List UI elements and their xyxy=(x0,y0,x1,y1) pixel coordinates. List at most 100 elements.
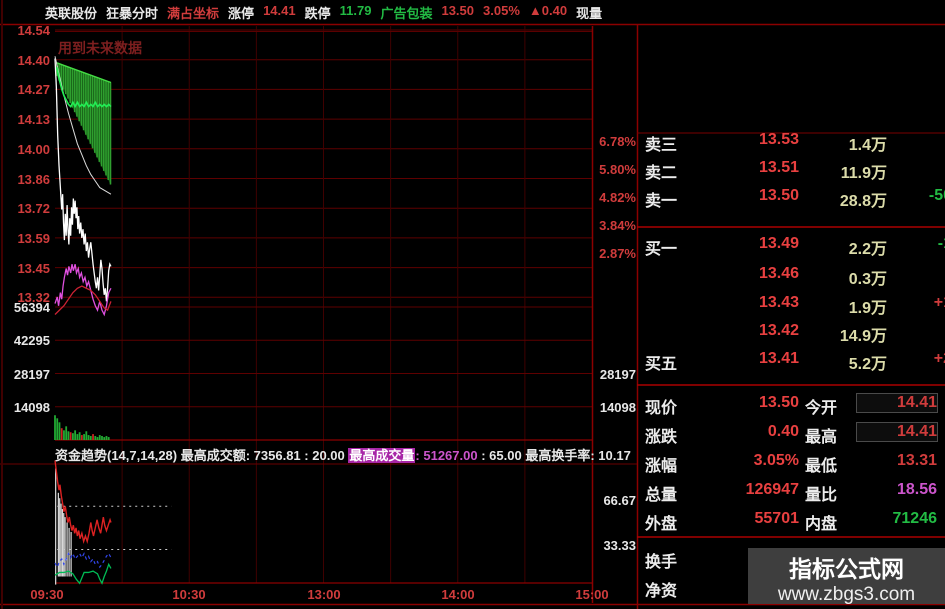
indicator-header-segment: 最高换手率: xyxy=(525,448,599,463)
title-bar: 英联股份 狂暴分时 满占坐标 涨停 14.41 跌停 11.79 广告包装 13.50 3.05%… xyxy=(45,3,602,23)
indicator-header-segment: : xyxy=(300,448,313,463)
order-book-level-label: 买一 xyxy=(645,241,678,258)
order-book-row[interactable]: 13.46 0.3万 xyxy=(637,265,945,288)
percent-axis-tick: 2.87% xyxy=(599,246,636,261)
price-axis-tick: 13.86 xyxy=(17,171,50,187)
order-book-level-label: 买五 xyxy=(645,356,678,373)
titlebar-item: 13.50 xyxy=(441,3,475,18)
info-label-1: 涨幅 xyxy=(645,458,678,475)
order-book-row[interactable]: 13.43 1.9万 +1 xyxy=(637,294,945,317)
titlebar-item: 满占坐标 xyxy=(167,6,220,21)
indicator-axis-tick: 66.67 xyxy=(603,492,636,508)
info-extra-label: 换手 xyxy=(645,554,678,571)
titlebar-item: 跌停 xyxy=(304,6,331,21)
info-label-2: 最低 xyxy=(805,458,838,475)
info-value-2: 13.31 xyxy=(896,452,937,469)
price-axis-tick: 14.54 xyxy=(17,23,50,38)
info-label-1: 涨跌 xyxy=(645,429,678,446)
order-book-delta: +1 xyxy=(933,294,945,311)
titlebar-item: 11.79 xyxy=(339,3,372,18)
info-extra-label: 净资 xyxy=(645,583,678,600)
order-book-volume: 28.8万 xyxy=(839,193,887,210)
order-book-row[interactable]: 卖一 13.50 28.8万 -50 xyxy=(637,187,945,210)
watermark: 指标公式网 www.zbgs3.com xyxy=(748,548,945,605)
order-book-row[interactable]: 13.42 14.9万 xyxy=(637,322,945,345)
info-label-1: 外盘 xyxy=(645,516,678,533)
titlebar-item: 3.05% xyxy=(483,3,520,18)
titlebar-item: 涨停 xyxy=(228,6,255,21)
info-value-2: 71246 xyxy=(892,510,938,527)
order-book-level-label: 卖一 xyxy=(645,193,678,210)
info-value-1: 0.40 xyxy=(767,423,799,440)
indicator-header-segment: 51267.00 xyxy=(423,448,478,463)
time-axis-tick: 10:30 xyxy=(172,587,206,602)
order-book-volume: 0.3万 xyxy=(848,271,887,288)
order-book-price: 13.49 xyxy=(758,235,799,252)
percent-axis-tick: 6.78% xyxy=(599,134,636,149)
price-axis-tick: 13.32 xyxy=(17,290,50,306)
future-data-warning: 用到未来数据 xyxy=(58,40,142,56)
titlebar-item: 广告包装 xyxy=(380,6,433,21)
order-book-delta: -1 xyxy=(937,235,945,252)
info-value-1: 55701 xyxy=(754,510,800,527)
order-book-price: 13.53 xyxy=(758,131,799,148)
indicator-header-segment: 65.00 xyxy=(489,448,526,463)
order-book-row[interactable]: 买五 13.41 5.2万 +2 xyxy=(637,350,945,373)
order-book-level-label: 卖三 xyxy=(645,137,678,154)
order-book-volume: 11.9万 xyxy=(840,165,887,182)
percent-axis-tick: 3.84% xyxy=(599,218,636,233)
info-panel-row: 涨幅 3.05% 最低 13.31 xyxy=(637,452,945,475)
order-book-volume: 5.2万 xyxy=(848,356,887,373)
order-book-delta: -50 xyxy=(928,187,945,204)
volume-axis-tick: 28197 xyxy=(13,366,50,382)
time-axis-tick: 15:00 xyxy=(575,587,609,602)
info-value-2: 14.41 xyxy=(856,393,938,413)
right-volume-axis-tick: 28197 xyxy=(599,366,636,382)
order-book-delta: +2 xyxy=(933,350,945,367)
indicator-header: 资金趋势(14,7,14,28) 最高成交额: 7356.81 : 20.00 … xyxy=(55,445,635,463)
info-value-1: 126947 xyxy=(745,481,799,498)
volume-axis-tick: 56394 xyxy=(13,300,50,315)
info-label-1: 总量 xyxy=(645,487,678,504)
info-value-2: 18.56 xyxy=(896,481,937,498)
order-book-row[interactable]: 买一 13.49 2.2万 -1 xyxy=(637,235,945,258)
indicator-header-segment: : xyxy=(477,448,490,463)
indicator-header-segment: 资金趋势(14,7,14,28) xyxy=(55,448,181,463)
percent-axis-tick: 4.82% xyxy=(599,190,636,205)
order-book-volume: 2.2万 xyxy=(848,241,887,258)
price-axis-tick: 13.45 xyxy=(17,260,50,276)
info-label-2: 内盘 xyxy=(805,516,838,533)
percent-axis-tick: 5.80% xyxy=(599,162,636,177)
order-book-volume: 14.9万 xyxy=(839,328,887,345)
info-value-1: 13.50 xyxy=(758,394,799,411)
price-axis-tick: 14.13 xyxy=(17,112,50,128)
indicator-header-segment: 最高成交额: xyxy=(180,448,254,463)
watermark-title: 指标公式网 xyxy=(789,556,904,582)
time-axis-tick: 13:00 xyxy=(307,587,341,602)
indicator-header-segment: 10.17 xyxy=(598,448,631,463)
order-book-price: 13.46 xyxy=(758,265,799,282)
info-label-1: 现价 xyxy=(645,400,678,417)
price-axis-tick: 14.27 xyxy=(17,82,50,98)
order-book-price: 13.43 xyxy=(758,294,799,311)
price-axis-tick: 13.59 xyxy=(17,230,50,246)
time-axis-tick: 09:30 xyxy=(30,587,64,602)
info-value-1: 3.05% xyxy=(753,452,799,469)
order-book-row[interactable]: 卖二 13.51 11.9万 xyxy=(637,159,945,182)
info-panel-row: 涨跌 0.40 最高 14.41 xyxy=(637,422,945,446)
indicator-axis-tick: 33.33 xyxy=(603,538,636,553)
price-axis-tick: 14.00 xyxy=(17,141,50,157)
order-book-level-label: 卖二 xyxy=(645,165,678,182)
order-book-row[interactable]: 卖三 13.53 1.4万 xyxy=(637,131,945,154)
indicator-header-segment: : xyxy=(415,448,424,463)
order-book-volume: 1.9万 xyxy=(848,300,887,317)
info-panel-row: 外盘 55701 内盘 71246 xyxy=(637,510,945,533)
volume-axis-tick: 42295 xyxy=(13,333,50,349)
info-label-2: 最高 xyxy=(805,429,838,446)
volume-axis-tick: 14098 xyxy=(13,399,50,415)
info-label-2: 今开 xyxy=(805,400,838,417)
info-panel-row: 总量 126947 量比 18.56 xyxy=(637,481,945,504)
time-axis-tick: 14:00 xyxy=(441,587,475,602)
